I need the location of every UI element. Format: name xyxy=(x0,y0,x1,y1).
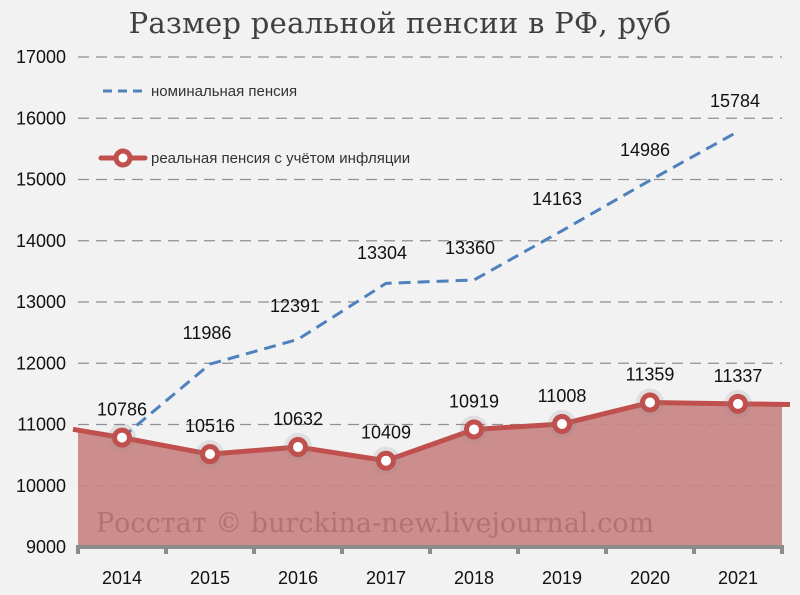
data-point-marker xyxy=(552,414,572,435)
real-value-label: 11337 xyxy=(714,366,763,386)
x-tick-label: 2018 xyxy=(454,568,494,588)
watermark: Росстат © burckina-new.livejournal.com xyxy=(96,508,654,539)
real-value-label: 10632 xyxy=(273,409,323,429)
real-pension-line xyxy=(72,388,791,475)
data-point-marker xyxy=(288,437,308,458)
data-point-marker xyxy=(376,450,396,471)
real-value-label: 10409 xyxy=(361,423,411,443)
data-point-marker xyxy=(464,419,484,440)
legend-real-marker-icon xyxy=(113,148,133,168)
y-tick-label: 15000 xyxy=(16,170,66,190)
x-tick-label: 2021 xyxy=(718,568,758,588)
y-tick-label: 17000 xyxy=(16,47,66,67)
legend-real-label: реальная пенсия с учётом инфляции xyxy=(151,150,410,167)
data-point-marker xyxy=(112,427,132,448)
real-value-label: 11008 xyxy=(538,386,587,406)
nominal-value-label: 13360 xyxy=(445,238,495,258)
real-polyline xyxy=(72,400,791,464)
nominal-value-label: 14986 xyxy=(620,140,670,160)
real-value-label: 11359 xyxy=(626,365,675,385)
real-value-label: 10919 xyxy=(449,391,499,411)
x-tick-label: 2017 xyxy=(366,568,406,588)
nominal-value-label: 13304 xyxy=(357,243,407,263)
data-point-marker xyxy=(200,444,220,465)
nominal-value-label: 15784 xyxy=(710,91,760,111)
nominal-value-label: 14163 xyxy=(532,189,582,209)
y-tick-label: 16000 xyxy=(16,108,66,128)
real-value-label: 10516 xyxy=(185,416,235,436)
chart-title: Размер реальной пенсии в РФ, руб xyxy=(128,6,672,40)
y-tick-label: 9000 xyxy=(26,537,66,557)
nominal-value-label: 12391 xyxy=(270,296,320,316)
real-value-label: 10786 xyxy=(97,400,147,420)
x-tick-label: 2016 xyxy=(278,568,318,588)
data-point-marker xyxy=(640,392,660,413)
x-tick-label: 2020 xyxy=(630,568,670,588)
y-tick-label: 11000 xyxy=(17,415,66,435)
y-tick-label: 10000 xyxy=(16,476,66,496)
x-tick-label: 2014 xyxy=(102,568,142,588)
legend-nominal-label: номинальная пенсия xyxy=(151,83,297,100)
legend: номинальная пенсия реальная пенсия с учё… xyxy=(98,83,410,168)
y-tick-label: 12000 xyxy=(16,353,66,373)
data-labels: 10786 10516 10632 10409 10919 11008 11359 11337… xyxy=(97,91,762,443)
real-pension-area xyxy=(78,402,782,547)
data-point-marker xyxy=(728,393,748,414)
y-tick-label: 14000 xyxy=(16,231,66,251)
x-tick-label: 2015 xyxy=(190,568,230,588)
y-tick-label: 13000 xyxy=(16,292,66,312)
nominal-value-label: 11986 xyxy=(183,323,232,343)
x-tick-label: 2019 xyxy=(542,568,582,588)
area-fill xyxy=(78,402,782,547)
axes: 2014 2015 2016 2017 2018 2019 2020 2021 xyxy=(76,545,784,588)
